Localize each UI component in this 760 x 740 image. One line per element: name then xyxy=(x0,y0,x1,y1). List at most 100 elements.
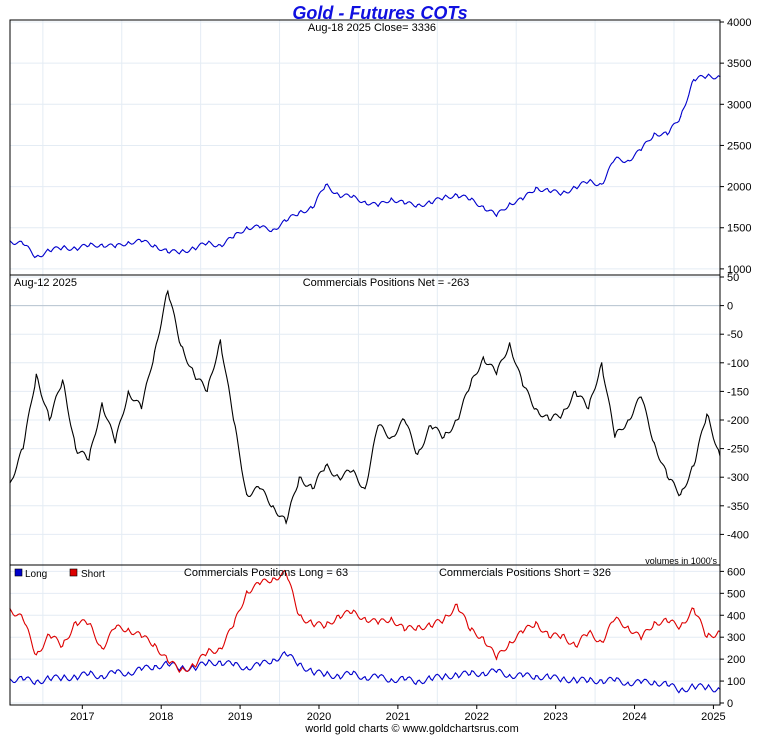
long-short-data-point xyxy=(666,684,669,687)
long-short-data-point xyxy=(417,680,419,682)
price-data-point xyxy=(101,243,103,245)
net-data-point xyxy=(351,470,353,473)
net-data-point xyxy=(706,413,708,415)
long-short-data-point xyxy=(548,636,550,638)
net-data-point xyxy=(403,419,405,421)
long-short-data-point xyxy=(390,678,392,680)
price-data-point xyxy=(469,199,471,201)
net-data-point xyxy=(154,350,156,352)
long-short-data-point xyxy=(22,619,24,621)
long-short-data-point xyxy=(219,647,221,649)
net-data-point xyxy=(417,453,419,455)
net-data-point xyxy=(180,345,182,347)
price-data-point xyxy=(311,207,313,209)
x-axis-tick-label: 2021 xyxy=(386,711,410,723)
net-data-point xyxy=(48,419,51,421)
net-y-tick-label: -300 xyxy=(727,472,749,484)
x-axis-tick-label: 2024 xyxy=(622,711,646,723)
long-short-data-point xyxy=(127,671,129,673)
price-data-point xyxy=(180,251,182,253)
legend-label-long: Long xyxy=(25,569,47,580)
long-short-data-point xyxy=(311,623,313,625)
price-data-point xyxy=(627,159,629,161)
long-short-data-point xyxy=(706,636,708,638)
long-short-data-point xyxy=(206,662,208,665)
long-short-data-point xyxy=(127,627,129,630)
price-data-point xyxy=(206,242,208,244)
x-axis-tick-label: 2023 xyxy=(543,711,567,723)
x-axis-tick-label: 2017 xyxy=(70,711,94,723)
long-short-data-point xyxy=(101,675,103,677)
price-data-point xyxy=(495,215,498,217)
long-short-data-point xyxy=(285,573,287,575)
net-data-point xyxy=(535,408,537,410)
net-y-tick-label: -400 xyxy=(727,529,749,541)
net-y-tick-label: -200 xyxy=(727,415,749,427)
price-data-point xyxy=(417,204,419,206)
x-axis-tick-label: 2022 xyxy=(465,711,489,723)
long-short-data-point xyxy=(272,658,274,660)
long-short-data-point xyxy=(259,583,261,586)
price-data-point xyxy=(574,186,577,188)
price-data-point xyxy=(430,202,432,204)
net-data-point xyxy=(259,488,261,490)
long-subtitle: Commercials Positions Long = 63 xyxy=(184,567,348,579)
long-short-data-point xyxy=(561,678,563,680)
price-data-point xyxy=(285,220,287,222)
long-short-data-point xyxy=(627,681,629,683)
price-data-point xyxy=(22,243,24,245)
price-data-point xyxy=(587,181,590,183)
price-y-tick-label: 4000 xyxy=(727,17,751,29)
price-data-point xyxy=(535,186,537,188)
net-y-tick-label: 0 xyxy=(727,301,733,313)
long-short-data-point xyxy=(246,590,248,592)
volumes-note: volumes in 1000's xyxy=(645,556,717,566)
price-y-tick-label: 1000 xyxy=(727,264,751,276)
net-data-point xyxy=(88,459,90,461)
long-short-data-point xyxy=(167,660,169,662)
long-short-data-point xyxy=(364,616,366,619)
long-short-data-point xyxy=(680,689,682,691)
net-data-point xyxy=(311,488,313,490)
net-data-point xyxy=(167,290,169,292)
net-data-point xyxy=(206,390,208,392)
long-short-data-point xyxy=(522,632,524,634)
long-short-data-point xyxy=(88,623,90,625)
long-short-y-tick-label: 600 xyxy=(727,566,745,578)
price-data-point xyxy=(522,199,524,201)
net-data-point xyxy=(574,390,577,392)
net-data-point xyxy=(601,362,603,364)
long-short-data-point xyxy=(272,577,274,579)
price-data-point xyxy=(48,250,51,252)
price-data-point xyxy=(653,132,655,134)
long-short-data-point xyxy=(561,634,563,636)
long-short-data-point xyxy=(680,625,682,627)
long-short-data-point xyxy=(495,671,498,673)
long-short-data-point xyxy=(601,641,603,643)
price-data-point xyxy=(364,200,366,202)
long-short-data-point xyxy=(548,677,550,679)
net-data-point xyxy=(456,419,458,421)
price-y-tick-label: 3500 xyxy=(727,58,751,70)
long-short-data-point xyxy=(693,608,695,610)
price-data-point xyxy=(193,247,195,249)
net-y-tick-label: 50 xyxy=(727,272,739,284)
long-short-data-point xyxy=(62,677,64,679)
long-short-data-point xyxy=(75,676,77,678)
long-short-data-point xyxy=(193,665,195,667)
long-short-data-point xyxy=(640,682,642,684)
price-data-point xyxy=(88,245,90,247)
price-subtitle: Aug-18 2025 Close= 3336 xyxy=(308,22,436,34)
long-short-data-point xyxy=(706,687,708,689)
long-short-data-point xyxy=(443,676,445,678)
net-data-point xyxy=(338,476,340,478)
net-data-point xyxy=(509,342,511,344)
net-data-point xyxy=(272,505,274,507)
net-data-point xyxy=(62,379,64,381)
long-short-data-point xyxy=(193,667,195,669)
long-short-data-point xyxy=(62,645,64,647)
long-short-data-point xyxy=(601,679,603,681)
long-short-y-tick-label: 200 xyxy=(727,654,745,666)
price-data-point xyxy=(693,79,695,81)
